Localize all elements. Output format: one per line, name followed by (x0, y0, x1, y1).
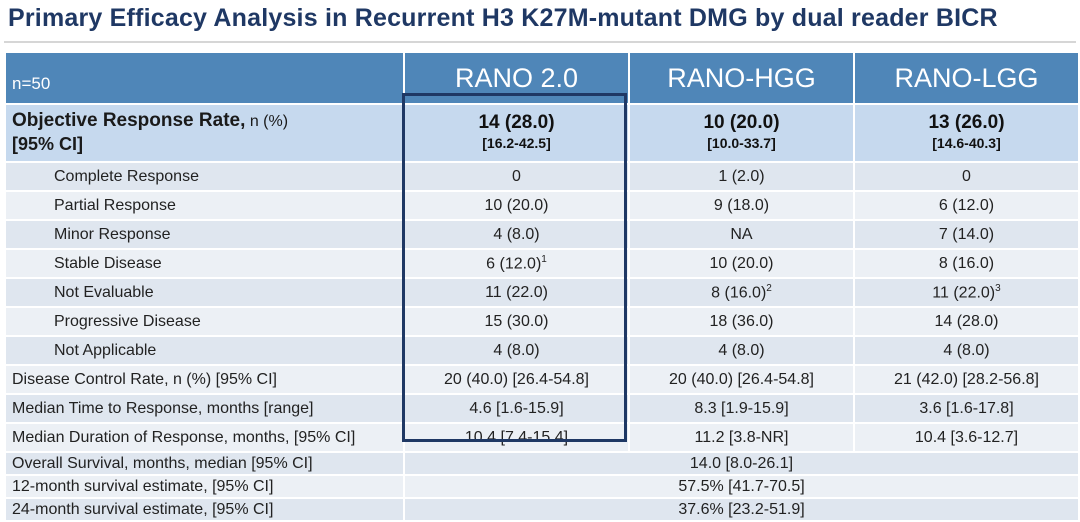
cell-value: 10 (20.0) (630, 250, 853, 277)
row-label: Complete Response (6, 163, 403, 190)
row-label: Not Evaluable (6, 279, 403, 306)
cell-value: 18 (36.0) (630, 308, 853, 335)
row-label: Median Duration of Response, months, [95… (6, 424, 403, 451)
cell-value: 4 (8.0) (405, 337, 628, 364)
row-label: Progressive Disease (6, 308, 403, 335)
cell-value: 20 (40.0) [26.4-54.8] (405, 366, 628, 393)
table-row: Not Evaluable 11 (22.0) 8 (16.0)2 11 (22… (6, 279, 1078, 306)
cell-value: 10.4 [3.6-12.7] (855, 424, 1078, 451)
page-title: Primary Efficacy Analysis in Recurrent H… (8, 4, 998, 32)
cell-value: 7 (14.0) (855, 221, 1078, 248)
efficacy-table: n=50 RANO 2.0 RANO-HGG RANO-LGG Objectiv… (4, 51, 1080, 522)
row-label: Disease Control Rate, n (%) [95% CI] (6, 366, 403, 393)
row-label: Not Applicable (6, 337, 403, 364)
row-label: Partial Response (6, 192, 403, 219)
cell-value: 0 (855, 163, 1078, 190)
row-label: 12-month survival estimate, [95% CI] (6, 476, 403, 497)
cell-value: 3.6 [1.6-17.8] (855, 395, 1078, 422)
cell-value: 15 (30.0) (405, 308, 628, 335)
cell-value: 8 (16.0) (855, 250, 1078, 277)
col-header-rano-2: RANO 2.0 (405, 53, 628, 103)
cell-value: 0 (405, 163, 628, 190)
cell-value: 21 (42.0) [28.2-56.8] (855, 366, 1078, 393)
cell-value: 11.2 [3.8-NR] (630, 424, 853, 451)
row-label: Median Time to Response, months [range] (6, 395, 403, 422)
table-row: 12-month survival estimate, [95% CI] 57.… (6, 476, 1078, 497)
orr-value-rano-hgg: 10 (20.0) [10.0-33.7] (630, 105, 853, 161)
cell-value: 1 (2.0) (630, 163, 853, 190)
cell-value: 4 (8.0) (630, 337, 853, 364)
row-label: 24-month survival estimate, [95% CI] (6, 499, 403, 520)
orr-value-ci: [14.6-40.3] (932, 135, 1001, 151)
table-row: Median Duration of Response, months, [95… (6, 424, 1078, 451)
col-header-rano-lgg: RANO-LGG (855, 53, 1078, 103)
cell-value: NA (630, 221, 853, 248)
cell-text: 8 (16.0) (711, 284, 767, 302)
cell-value: 11 (22.0) (405, 279, 628, 306)
row-label: Overall Survival, months, median [95% CI… (6, 453, 403, 474)
cell-value: 8 (16.0)2 (630, 279, 853, 306)
orr-label-unit: n (%) (245, 113, 289, 130)
cell-text: 11 (22.0) (932, 284, 996, 302)
merged-cell-value: 57.5% [41.7-70.5] (405, 476, 1078, 497)
footnote-marker: 2 (766, 282, 772, 294)
merged-cell-value: 37.6% [23.2-51.9] (405, 499, 1078, 520)
row-label: Stable Disease (6, 250, 403, 277)
cell-text: 6 (12.0) (486, 255, 542, 273)
footnote-marker: 1 (541, 253, 547, 265)
orr-value-ci: [10.0-33.7] (707, 135, 776, 151)
row-label: Minor Response (6, 221, 403, 248)
table-row: Partial Response 10 (20.0) 9 (18.0) 6 (1… (6, 192, 1078, 219)
table-row: 24-month survival estimate, [95% CI] 37.… (6, 499, 1078, 520)
table-row: Disease Control Rate, n (%) [95% CI] 20 … (6, 366, 1078, 393)
orr-value-main: 14 (28.0) (478, 112, 555, 133)
title-divider (4, 41, 1076, 43)
cell-value: 6 (12.0)1 (405, 250, 628, 277)
cell-value: 4.6 [1.6-15.9] (405, 395, 628, 422)
col-header-rano-hgg: RANO-HGG (630, 53, 853, 103)
table-row: Complete Response 0 1 (2.0) 0 (6, 163, 1078, 190)
merged-cell-value: 14.0 [8.0-26.1] (405, 453, 1078, 474)
orr-value-ci: [16.2-42.5] (482, 135, 551, 151)
footnote-marker: 3 (995, 282, 1001, 294)
orr-label: Objective Response Rate, n (%) [95% CI] (6, 105, 403, 161)
cell-value: 14 (28.0) (855, 308, 1078, 335)
cell-value: 10 (20.0) (405, 192, 628, 219)
cell-value: 11 (22.0)3 (855, 279, 1078, 306)
table-row: Overall Survival, months, median [95% CI… (6, 453, 1078, 474)
cell-value: 4 (8.0) (405, 221, 628, 248)
cell-value: 4 (8.0) (855, 337, 1078, 364)
cell-value: 6 (12.0) (855, 192, 1078, 219)
orr-value-rano-lgg: 13 (26.0) [14.6-40.3] (855, 105, 1078, 161)
n-label: n=50 (6, 53, 403, 103)
cell-value: 20 (40.0) [26.4-54.8] (630, 366, 853, 393)
orr-value-main: 10 (20.0) (703, 112, 780, 133)
orr-label-main: Objective Response Rate, (12, 110, 246, 131)
table-header-row: n=50 RANO 2.0 RANO-HGG RANO-LGG (6, 53, 1078, 103)
orr-value-main: 13 (26.0) (928, 112, 1005, 133)
table-row: Stable Disease 6 (12.0)1 10 (20.0) 8 (16… (6, 250, 1078, 277)
cell-value: 8.3 [1.9-15.9] (630, 395, 853, 422)
table-row: Minor Response 4 (8.0) NA 7 (14.0) (6, 221, 1078, 248)
orr-value-rano-2: 14 (28.0) [16.2-42.5] (405, 105, 628, 161)
cell-value: 10.4 [7.4-15.4] (405, 424, 628, 451)
table-row: Median Time to Response, months [range] … (6, 395, 1078, 422)
orr-row: Objective Response Rate, n (%) [95% CI] … (6, 105, 1078, 161)
table-row: Not Applicable 4 (8.0) 4 (8.0) 4 (8.0) (6, 337, 1078, 364)
orr-label-ci: [95% CI] (12, 134, 84, 154)
cell-value: 9 (18.0) (630, 192, 853, 219)
table-row: Progressive Disease 15 (30.0) 18 (36.0) … (6, 308, 1078, 335)
